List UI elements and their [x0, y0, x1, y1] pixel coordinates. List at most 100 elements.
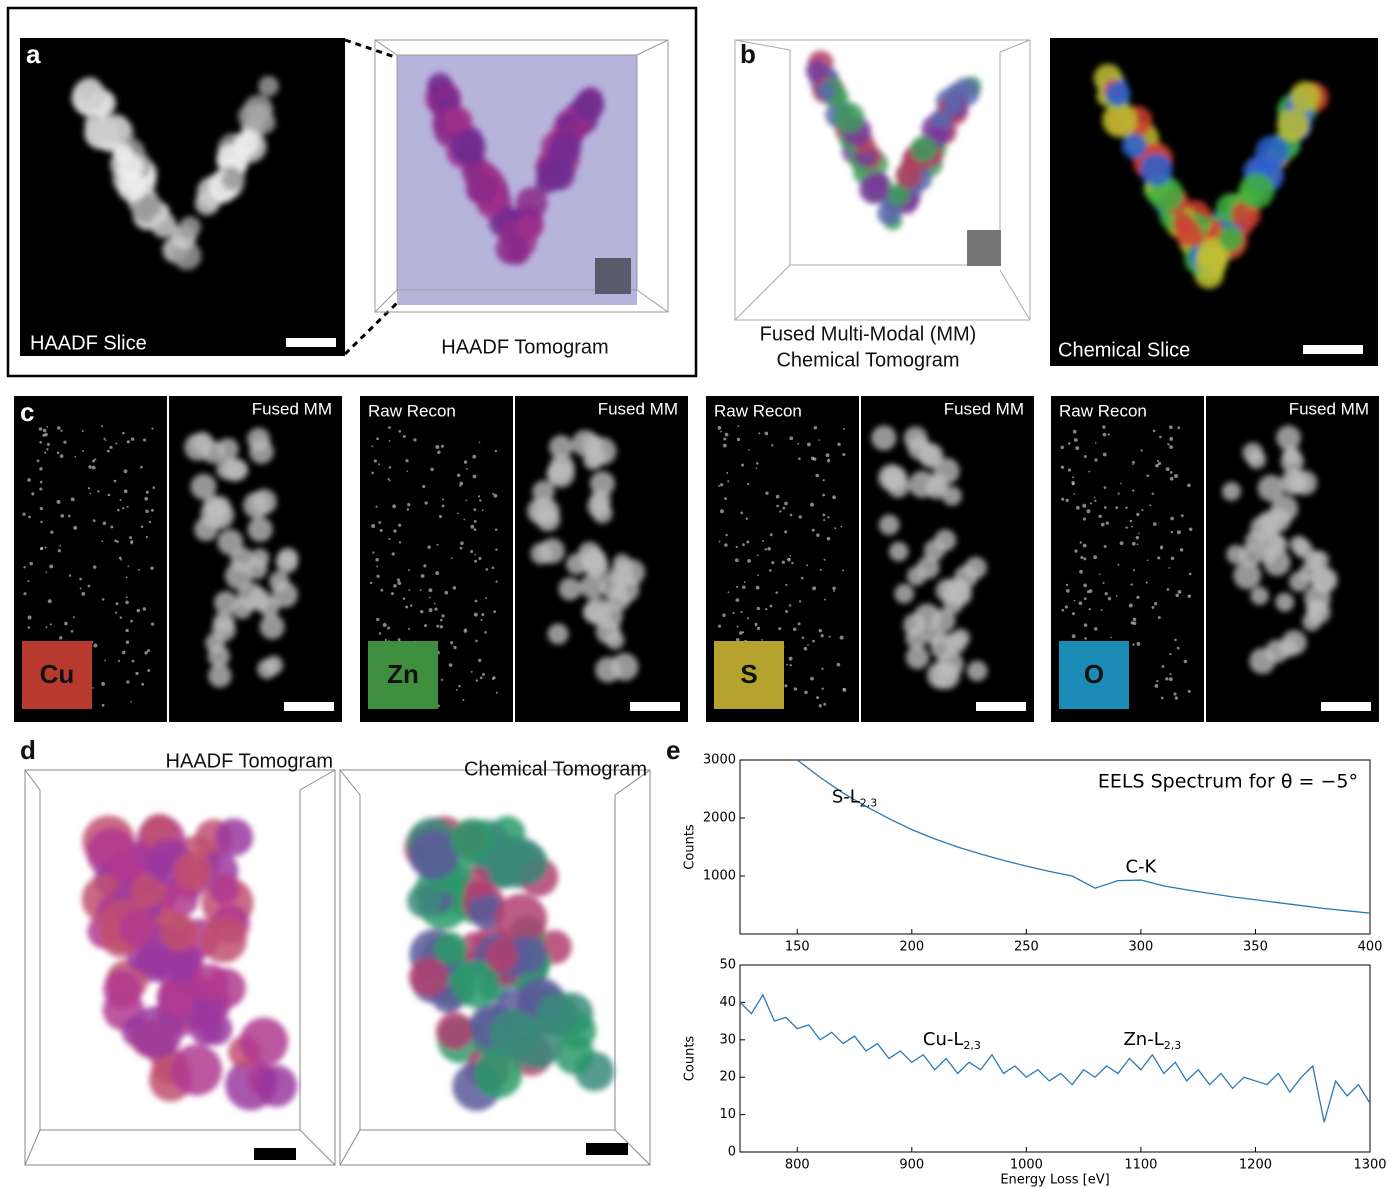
particle — [451, 130, 486, 165]
speck — [117, 659, 121, 663]
speck — [810, 456, 815, 461]
particle — [943, 594, 964, 614]
particle — [933, 457, 960, 485]
speck — [495, 691, 498, 694]
speck — [145, 509, 149, 514]
speck — [1169, 425, 1173, 430]
particle — [612, 553, 632, 572]
speck — [1169, 471, 1173, 474]
speck — [786, 663, 789, 666]
speck — [761, 540, 765, 543]
speck — [373, 459, 377, 463]
particle — [554, 1034, 595, 1075]
speck — [441, 504, 445, 508]
speck — [1098, 573, 1101, 576]
speck — [1141, 509, 1144, 512]
speck — [1132, 621, 1137, 626]
particle — [408, 957, 449, 997]
speck — [436, 624, 440, 628]
particle — [942, 486, 962, 506]
speck — [1176, 646, 1180, 650]
speck — [68, 574, 72, 577]
speck — [837, 442, 841, 447]
speck — [142, 438, 147, 442]
speck — [843, 427, 846, 430]
scale-bar — [1321, 702, 1371, 711]
speck — [408, 627, 411, 630]
speck — [761, 638, 763, 641]
speck — [462, 698, 465, 702]
speck — [430, 467, 434, 472]
particle — [150, 212, 177, 238]
speck — [782, 506, 786, 510]
image-label: Chemical Tomogram — [464, 758, 647, 780]
speck — [495, 548, 498, 551]
x-axis-label: Energy Loss [eV] — [1000, 1173, 1109, 1188]
speck — [1160, 696, 1164, 700]
particle — [834, 102, 865, 133]
y-axis-label: Counts — [683, 1036, 698, 1082]
speck — [420, 609, 424, 614]
particle — [213, 611, 235, 633]
speck — [45, 571, 48, 574]
particle — [163, 949, 198, 983]
speck — [23, 566, 26, 569]
speck — [135, 671, 139, 676]
speck — [809, 502, 814, 507]
speck — [756, 626, 761, 630]
particle — [434, 932, 468, 965]
speck — [440, 678, 444, 682]
speck — [1102, 452, 1107, 457]
speck — [140, 525, 144, 529]
speck — [816, 696, 820, 700]
speck — [1103, 506, 1107, 509]
speck — [470, 550, 474, 554]
speck — [1183, 659, 1188, 664]
speck — [725, 533, 728, 537]
speck — [92, 459, 96, 463]
speck — [1072, 429, 1077, 434]
layout — [6, 6, 1378, 1166]
speck — [1090, 502, 1093, 505]
image-label: HAADF Tomogram — [441, 336, 608, 358]
speck — [797, 622, 801, 626]
element-swatch — [22, 641, 92, 709]
particle — [905, 645, 930, 670]
speck — [107, 493, 111, 497]
particle — [1276, 108, 1310, 142]
speck — [142, 607, 147, 611]
speck — [764, 431, 769, 436]
speck — [147, 649, 151, 653]
speck — [1169, 445, 1173, 449]
speck — [109, 445, 113, 449]
particle — [494, 893, 548, 946]
particle — [1250, 586, 1269, 606]
particle — [916, 556, 940, 579]
speck — [398, 523, 402, 527]
scale-bar — [630, 702, 680, 711]
speck — [123, 469, 128, 474]
speck — [56, 499, 61, 504]
particles — [527, 429, 646, 683]
scale-cube — [595, 258, 631, 294]
speck — [130, 700, 133, 703]
speck — [492, 492, 495, 495]
speck — [765, 607, 768, 611]
speck — [125, 576, 128, 579]
speck — [723, 437, 727, 441]
speck — [736, 437, 741, 442]
speck — [151, 427, 154, 430]
speck — [372, 551, 375, 554]
speck — [450, 557, 453, 560]
speck — [475, 679, 479, 682]
element-swatch — [1059, 641, 1129, 709]
speck — [834, 527, 837, 530]
annotation-text: S-L — [832, 787, 860, 808]
speck — [1104, 592, 1108, 596]
speck — [388, 466, 392, 469]
speck — [140, 465, 143, 469]
image-label: Raw Recon — [714, 401, 802, 420]
speck — [1132, 463, 1134, 465]
speck — [1177, 590, 1182, 594]
panel-letter: a — [26, 39, 41, 69]
